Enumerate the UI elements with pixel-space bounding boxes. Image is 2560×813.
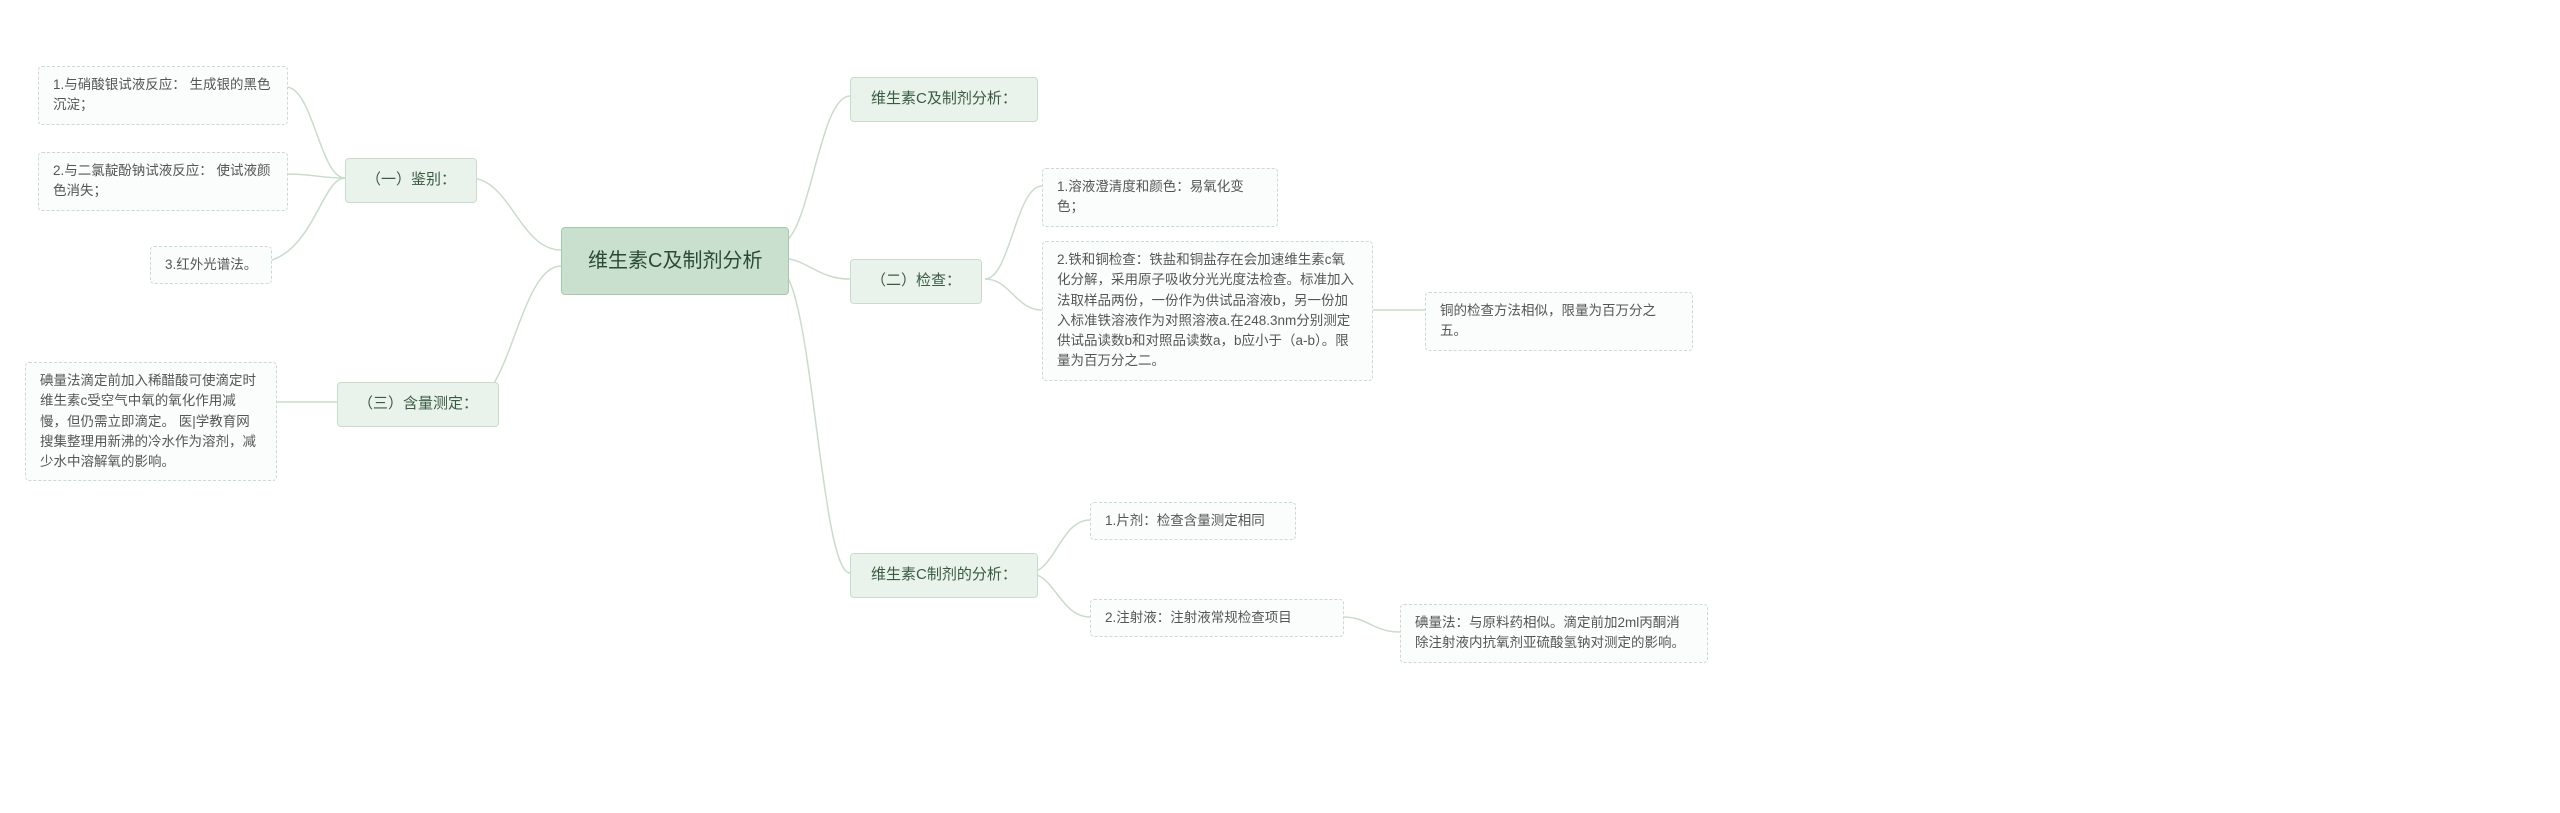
- right-branch-title[interactable]: 维生素C及制剂分析：: [850, 77, 1038, 122]
- leaf-clarity-color: 1.溶液澄清度和颜色：易氧化变色；: [1042, 168, 1278, 227]
- leaf-silver-nitrate: 1.与硝酸银试液反应： 生成银的黑色沉淀；: [38, 66, 288, 125]
- leaf-injection-iodimetry: 碘量法：与原料药相似。滴定前加2ml丙酮消除注射液内抗氧剂亚硫酸氢钠对测定的影响…: [1400, 604, 1708, 663]
- leaf-injection: 2.注射液：注射液常规检查项目: [1090, 599, 1344, 637]
- left-branch-identification[interactable]: （一）鉴别：: [345, 158, 477, 203]
- leaf-dichloroindophenol: 2.与二氯靛酚钠试液反应： 使试液颜色消失；: [38, 152, 288, 211]
- leaf-tablet: 1.片剂：检查含量测定相同: [1090, 502, 1296, 540]
- leaf-iodimetry: 碘量法滴定前加入稀醋酸可使滴定时维生素c受空气中氧的氧化作用减慢，但仍需立即滴定…: [25, 362, 277, 481]
- right-branch-preparation[interactable]: 维生素C制剂的分析：: [850, 553, 1038, 598]
- leaf-iron-copper: 2.铁和铜检查：铁盐和铜盐存在会加速维生素c氧化分解，采用原子吸收分光光度法检查…: [1042, 241, 1373, 381]
- right-branch-examination[interactable]: （二）检查：: [850, 259, 982, 304]
- leaf-ir-spectroscopy: 3.红外光谱法。: [150, 246, 272, 284]
- center-node[interactable]: 维生素C及制剂分析: [561, 227, 789, 295]
- leaf-copper-limit: 铜的检查方法相似，限量为百万分之五。: [1425, 292, 1693, 351]
- left-branch-assay[interactable]: （三）含量测定：: [337, 382, 499, 427]
